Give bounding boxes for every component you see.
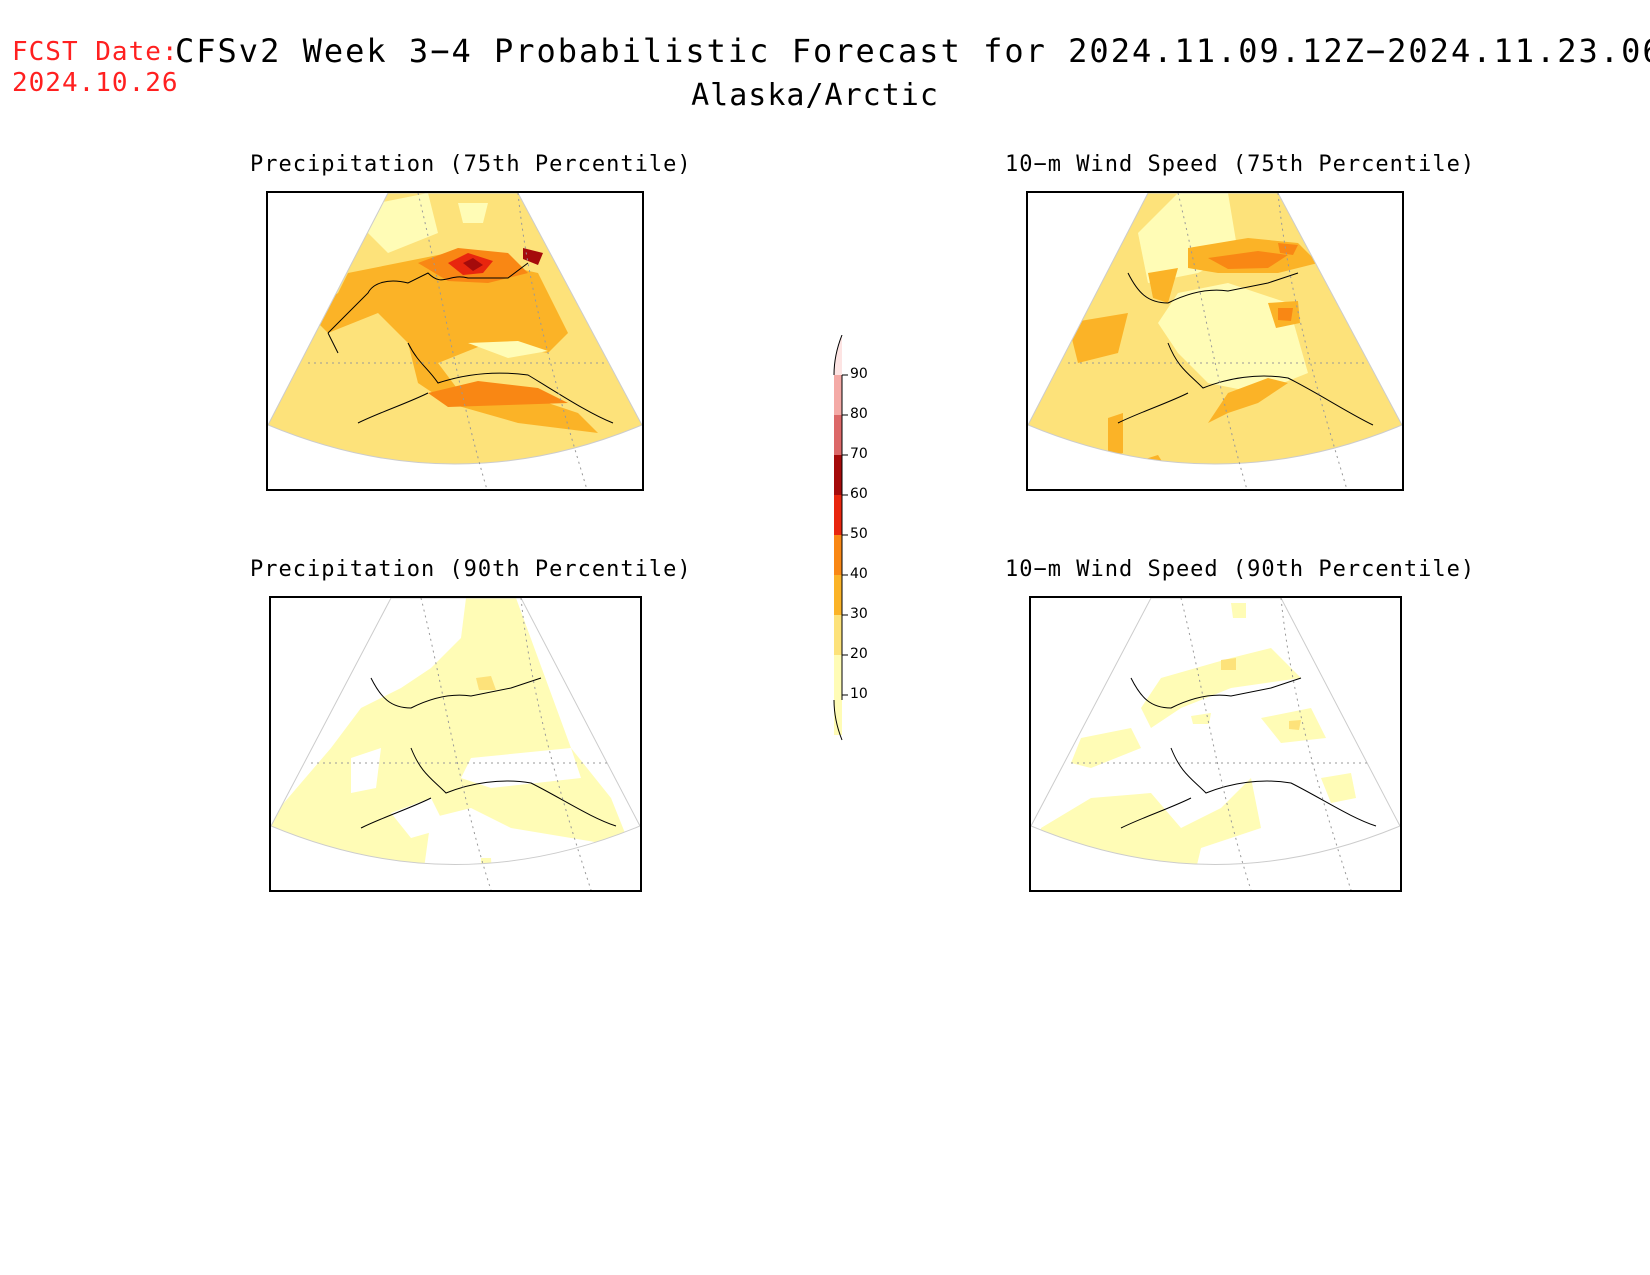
panel-title-wind-90: 10−m Wind Speed (90th Percentile) [1005,557,1476,582]
map-precip-75 [268,193,642,489]
colorbar-segment-90 [834,375,842,415]
map-panel-wind-75 [1026,191,1404,491]
map-wind-75 [1028,193,1402,489]
colorbar-label-60: 60 [850,486,868,502]
colorbar-segment-30 [834,615,842,655]
map-panel-wind-90 [1029,596,1402,892]
colorbar: 90 80 70 60 50 40 30 20 10 [820,334,910,745]
colorbar-segment-20 [834,655,842,695]
colorbar-label-90: 90 [850,366,868,382]
fcst-label: FCST Date: [12,37,179,67]
colorbar-segment-80 [834,415,842,455]
colorbar-graphic [833,334,848,741]
colorbar-segment-10 [834,695,842,735]
fcst-date: 2024.10.26 [12,68,179,98]
colorbar-segment-40 [834,575,842,615]
map-precip-90 [271,598,640,890]
colorbar-label-30: 30 [850,606,868,622]
colorbar-label-20: 20 [850,646,868,662]
colorbar-segment-60 [834,495,842,535]
panel-title-precip-75: Precipitation (75th Percentile) [250,152,692,177]
colorbar-label-40: 40 [850,566,868,582]
panel-title-precip-90: Precipitation (90th Percentile) [250,557,692,582]
region-subtitle: Alaska/Arctic [691,78,939,113]
map-panel-precip-90 [269,596,642,892]
map-wind-90 [1031,598,1400,890]
colorbar-label-80: 80 [850,406,868,422]
map-panel-precip-75 [266,191,644,491]
page-title: CFSv2 Week 3−4 Probabilistic Forecast fo… [175,32,1650,70]
colorbar-label-10: 10 [850,686,868,702]
colorbar-label-50: 50 [850,526,868,542]
colorbar-label-70: 70 [850,446,868,462]
colorbar-segment-70 [834,455,842,495]
colorbar-segment-50 [834,535,842,575]
panel-title-wind-75: 10−m Wind Speed (75th Percentile) [1005,152,1476,177]
